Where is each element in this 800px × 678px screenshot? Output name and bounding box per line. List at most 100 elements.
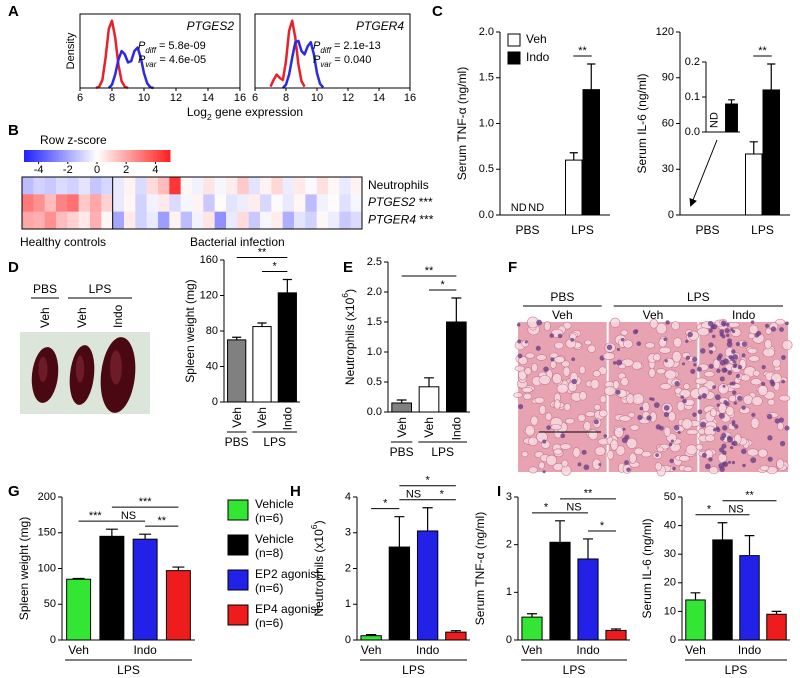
colorbar-step [143, 150, 147, 162]
cell [626, 437, 638, 449]
nucleus [718, 412, 725, 419]
row-label-part: PTGES2 [368, 195, 416, 209]
cell [708, 466, 719, 475]
heatmap-cell [214, 177, 227, 195]
nucleus [716, 368, 721, 373]
x-tick-label: 14 [202, 92, 214, 104]
y-axis-label: Serum TNF-α (ng/ml) [455, 67, 469, 180]
nucleus [750, 320, 755, 324]
heatmap-cell [260, 211, 272, 230]
cell [585, 411, 596, 418]
nucleus [711, 323, 718, 330]
colorbar-step [138, 150, 142, 162]
error-bar [396, 399, 407, 403]
nucleus [725, 322, 730, 327]
nucleus [673, 425, 680, 431]
colorbar-step [62, 150, 66, 162]
error-bar [366, 634, 377, 636]
y-axis-label: Spleen weight (mg) [183, 279, 197, 382]
bar [445, 631, 467, 641]
heatmap-cell [305, 177, 317, 195]
colorbar-step [131, 150, 134, 162]
y-tick-label: 100 [38, 562, 56, 574]
colorbar-tick-label: 2 [123, 164, 129, 176]
y-axis-label-part: 6 [309, 524, 319, 529]
y-tick-label: 3 [506, 491, 512, 503]
y-tick-label: 2.0 [367, 286, 382, 298]
colorbar-step [45, 150, 49, 162]
colorbar-step [165, 150, 169, 162]
nucleus [593, 419, 599, 425]
significance-label: NS [121, 510, 136, 522]
nucleus [655, 424, 661, 430]
nucleus [622, 427, 626, 431]
cell [522, 392, 533, 400]
y-axis-label: Neutrophils (x106) [309, 520, 326, 616]
annotation-part: P [138, 40, 146, 52]
cell [583, 420, 592, 431]
cell [538, 375, 551, 385]
cell [587, 344, 596, 353]
density-curve [95, 19, 129, 90]
nucleus [636, 341, 642, 346]
colorbar-step [48, 150, 52, 162]
cell [610, 317, 621, 328]
colorbar-step [31, 150, 35, 162]
nucleus [733, 401, 738, 405]
x-tick-label: Veh [361, 643, 382, 657]
cell [614, 426, 624, 439]
annotation-part: = 0.040 [331, 54, 371, 66]
heatmap-cell [328, 194, 340, 212]
cell [612, 380, 620, 390]
photo-label: Veh [75, 307, 89, 328]
annotation-part: P [313, 40, 321, 52]
cell [652, 353, 661, 362]
bar [252, 326, 272, 403]
bar [725, 103, 738, 133]
nucleus [616, 347, 620, 351]
colorbar-tick-label: -2 [63, 164, 73, 176]
cell [751, 396, 763, 407]
colorbar-step [104, 150, 108, 162]
error-bar [394, 516, 405, 548]
nucleus [536, 319, 543, 326]
error-bar [424, 377, 434, 387]
nucleus [737, 395, 743, 401]
cell [545, 454, 558, 466]
cell [553, 399, 561, 410]
annotation: Pvar = 4.6e-05 [138, 54, 206, 69]
heatmap-cell [339, 194, 351, 212]
panel-letter: H [290, 483, 301, 500]
photo-label: Indo [111, 304, 125, 328]
heatmap-cell [101, 177, 113, 195]
nucleus [632, 329, 638, 335]
cell [543, 321, 551, 332]
heatmap-cell [90, 211, 102, 230]
legend-swatch [507, 51, 521, 65]
row-label-part: PTGER4 [368, 213, 416, 227]
x-axis-label-part: gene expression [212, 105, 303, 119]
y-axis-label: Serum IL-6 (ng/ml) [640, 518, 654, 618]
cell [762, 347, 775, 358]
histology-image [602, 317, 703, 477]
cell [641, 401, 650, 413]
cell [667, 411, 676, 422]
group-label: LPS [402, 663, 425, 677]
heatmap-cell [271, 194, 283, 212]
heatmap-cell [305, 194, 317, 212]
colorbar-step [121, 150, 125, 162]
group-label: PBS [225, 435, 249, 449]
nucleus [733, 424, 739, 429]
colorbar-step [109, 150, 113, 162]
nucleus [615, 389, 621, 395]
legend-swatch [507, 33, 521, 47]
bar [521, 616, 543, 641]
x-tick-label: Indo [416, 643, 440, 657]
group-label: LPS [687, 290, 710, 304]
error-bar [139, 533, 152, 540]
nucleus [612, 361, 617, 365]
nucleus [542, 439, 547, 444]
cell [594, 446, 606, 456]
heatmap-cell [226, 177, 238, 195]
heatmap-cell [90, 194, 102, 212]
